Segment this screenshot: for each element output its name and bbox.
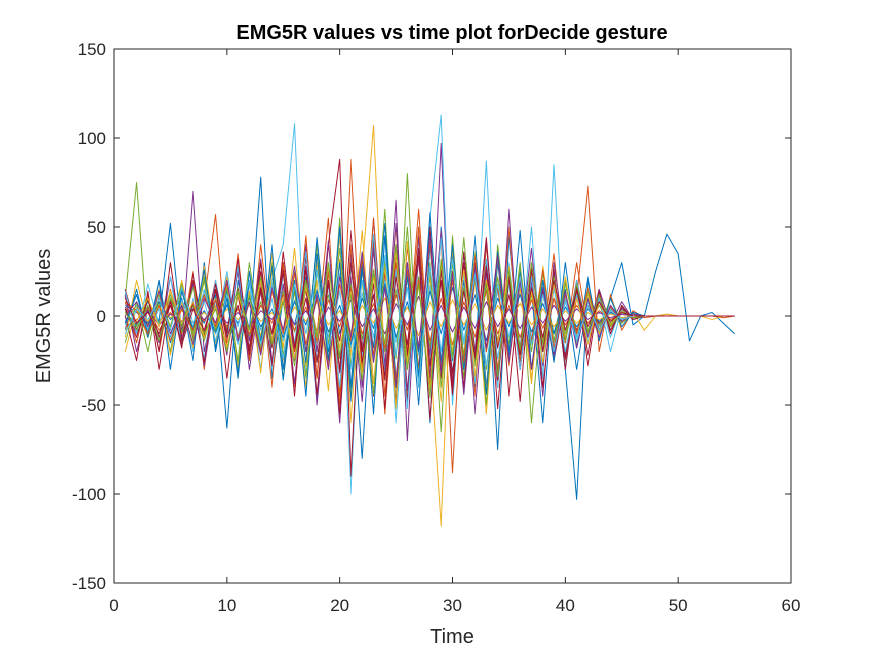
series-line-22	[124, 212, 735, 402]
x-tick-label: 30	[443, 596, 462, 615]
x-axis-label: Time	[430, 626, 474, 648]
y-tick-label: -50	[81, 396, 106, 415]
series-line-1	[124, 176, 735, 500]
x-tick-label: 40	[556, 596, 575, 615]
y-tick-label: 100	[78, 129, 106, 148]
y-axis-ticks: 150 100 50 0 -50 -100 -150	[72, 40, 791, 593]
y-axis-label: EMG5R values	[33, 249, 55, 384]
x-axis-ticks: 0 10 20 30 40 50 60	[109, 49, 800, 615]
series-line-26	[124, 237, 735, 399]
series-line-28	[124, 247, 735, 378]
y-tick-label: 0	[97, 307, 106, 326]
series-line-21	[124, 230, 735, 420]
y-tick-label: -100	[72, 485, 106, 504]
series-group	[124, 114, 735, 527]
y-tick-label: 50	[87, 218, 106, 237]
x-tick-label: 60	[782, 596, 801, 615]
chart-title: EMG5R values vs time plot forDecide gest…	[236, 22, 667, 44]
y-tick-label: 150	[78, 40, 106, 59]
x-tick-label: 10	[217, 596, 236, 615]
series-line-25	[124, 233, 735, 395]
x-tick-label: 50	[669, 596, 688, 615]
x-tick-label: 0	[109, 596, 118, 615]
y-tick-label: -150	[72, 574, 106, 593]
x-tick-label: 20	[330, 596, 349, 615]
